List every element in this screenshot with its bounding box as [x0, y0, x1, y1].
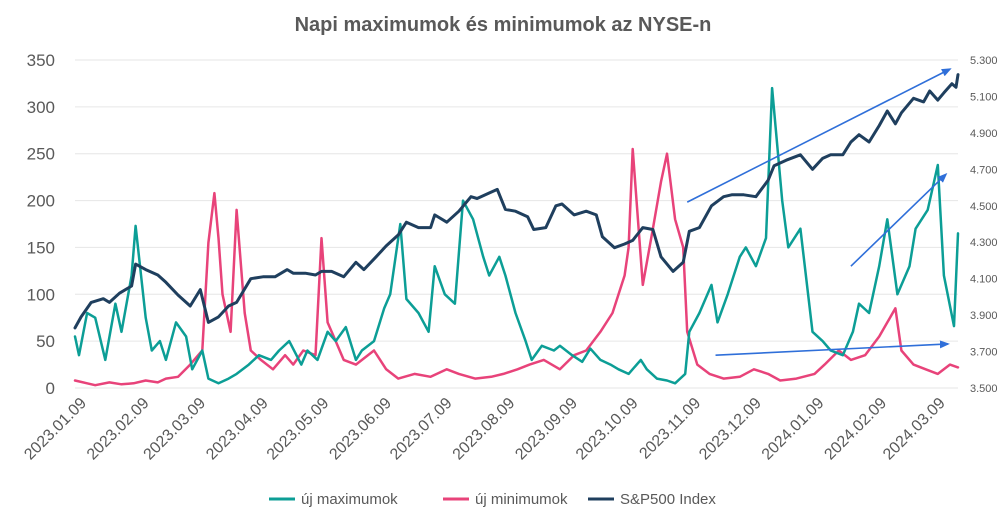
legend-label: új maximumok [301, 491, 398, 508]
grid-layer [75, 59, 958, 389]
x-tick-label: 2023.01.09 [21, 395, 90, 464]
y-left-tick-label: 200 [27, 192, 55, 211]
x-tick-label: 2023.04.09 [203, 395, 272, 464]
left-axis: 0 50 100 150 200 250 300 350 [27, 51, 55, 398]
y-left-tick-label: 300 [27, 98, 55, 117]
y-right-tick-label: 3.500 [970, 383, 998, 395]
annotation-layer [686, 68, 952, 356]
y-left-tick-label: 100 [27, 285, 55, 304]
y-right-tick-label: 4.900 [970, 128, 998, 140]
chart-title: Napi maximumok és minimumok az NYSE-n [295, 14, 712, 36]
series-line [73, 73, 960, 330]
y-left-tick-label: 0 [46, 379, 55, 398]
x-tick-label: 2024.02.09 [821, 395, 890, 464]
y-left-tick-label: 250 [27, 145, 55, 164]
x-axis: 2023.01.092023.02.092023.03.092023.04.09… [21, 395, 948, 464]
trend-arrow [686, 68, 952, 203]
legend: új maximumok új minimumok S&P500 Index [269, 491, 716, 508]
y-right-tick-label: 5.300 [970, 55, 998, 67]
y-right-tick-label: 4.700 [970, 164, 998, 176]
x-tick-label: 2024.01.09 [759, 395, 828, 464]
x-tick-label: 2023.06.09 [326, 395, 395, 464]
y-left-tick-label: 50 [36, 332, 55, 351]
x-tick-label: 2023.10.09 [573, 395, 642, 464]
y-left-tick-label: 350 [27, 51, 55, 70]
trend-arrow [850, 172, 948, 267]
y-right-tick-label: 4.500 [970, 201, 998, 213]
y-right-tick-label: 5.100 [970, 91, 998, 103]
legend-label: S&P500 Index [620, 491, 716, 508]
x-tick-label: 2023.11.09 [636, 395, 704, 463]
y-right-tick-label: 3.900 [970, 310, 998, 322]
y-right-tick-label: 4.300 [970, 237, 998, 249]
y-left-tick-label: 150 [27, 238, 55, 257]
series-line [73, 147, 960, 387]
x-tick-label: 2023.08.09 [450, 395, 519, 464]
x-tick-label: 2024.03.09 [880, 395, 949, 464]
series-line [73, 86, 960, 385]
y-right-tick-label: 4.100 [970, 274, 998, 286]
x-tick-label: 2023.09.09 [512, 395, 581, 464]
series-layer [73, 73, 960, 387]
trend-arrow [715, 340, 950, 356]
x-tick-label: 2023.12.09 [696, 395, 765, 464]
x-tick-label: 2023.05.09 [264, 395, 333, 464]
right-axis: 3.500 3.700 3.900 4.100 4.300 4.500 4.700 4.900… [970, 55, 998, 395]
x-tick-label: 2023.03.09 [141, 395, 210, 464]
legend-label: új minimumok [475, 491, 568, 508]
y-right-tick-label: 3.700 [970, 347, 998, 359]
x-tick-label: 2023.07.09 [387, 395, 456, 464]
